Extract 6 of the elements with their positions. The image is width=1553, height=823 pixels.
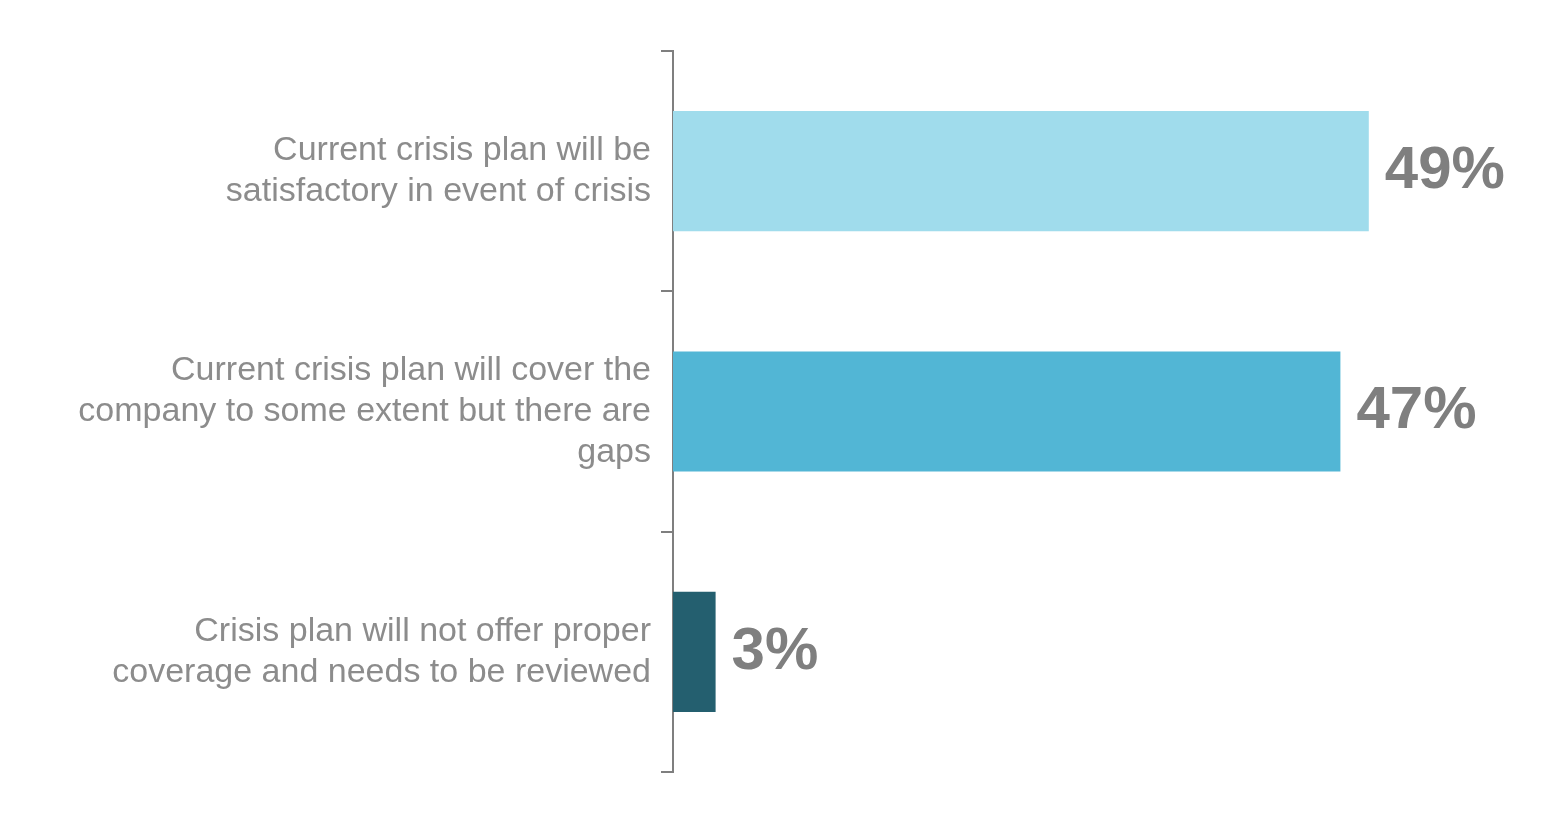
data-label: 49% [1384, 133, 1505, 201]
y-tick-label: Crisis plan will not offer proper coverage and needs to be reviewed [112, 609, 651, 689]
data-label: 47% [1356, 374, 1477, 442]
y-tick-label: Current crisis plan will be satisfactory in event of crisis [225, 129, 651, 208]
y-tick-label: Current crisis plan will cover the company to some extent but there are gaps [78, 349, 651, 469]
data-label: 3% [731, 614, 819, 682]
